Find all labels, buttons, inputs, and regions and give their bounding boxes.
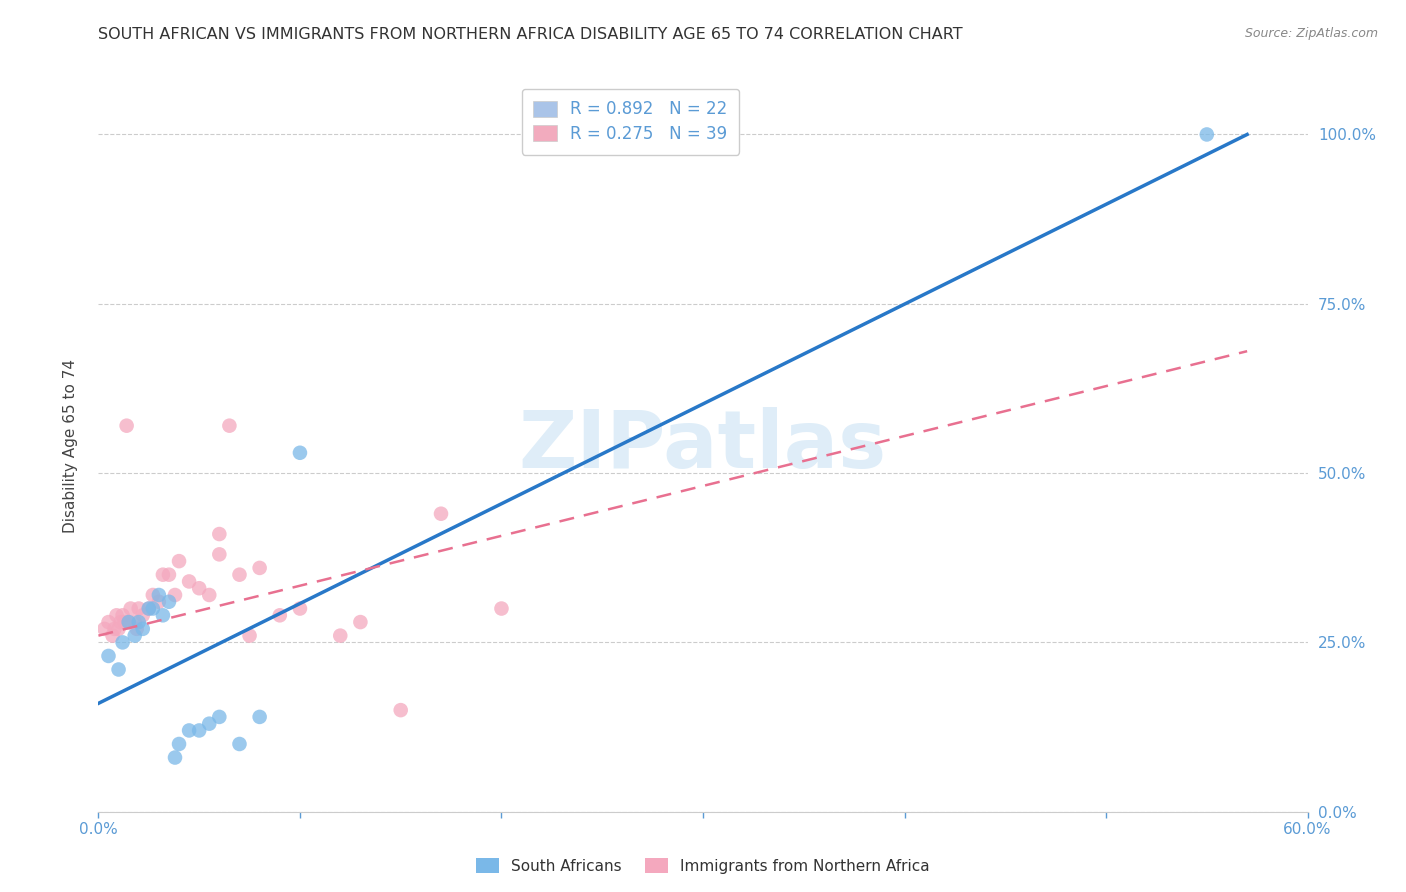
Point <box>218 418 240 433</box>
Point <box>148 588 170 602</box>
Point <box>138 601 160 615</box>
Point <box>1195 128 1218 142</box>
Legend: R = 0.892   N = 22, R = 0.275   N = 39: R = 0.892 N = 22, R = 0.275 N = 39 <box>522 88 740 154</box>
Point <box>142 588 165 602</box>
Point <box>198 716 221 731</box>
Text: ZIPatlas: ZIPatlas <box>519 407 887 485</box>
Point <box>430 507 453 521</box>
Point <box>125 622 148 636</box>
Point <box>288 601 311 615</box>
Point <box>115 418 138 433</box>
Legend: South Africans, Immigrants from Northern Africa: South Africans, Immigrants from Northern… <box>470 852 936 880</box>
Y-axis label: Disability Age 65 to 74: Disability Age 65 to 74 <box>63 359 77 533</box>
Point <box>389 703 412 717</box>
Point <box>138 601 160 615</box>
Point <box>157 595 180 609</box>
Point <box>249 710 271 724</box>
Point <box>329 629 352 643</box>
Point <box>349 615 371 629</box>
Point <box>93 622 115 636</box>
Point <box>152 608 174 623</box>
Point <box>105 608 128 623</box>
Point <box>208 710 231 724</box>
Point <box>208 547 231 561</box>
Point <box>208 527 231 541</box>
Point <box>163 588 186 602</box>
Point <box>249 561 271 575</box>
Point <box>111 608 134 623</box>
Point <box>157 567 180 582</box>
Point <box>132 622 155 636</box>
Point <box>107 622 129 636</box>
Point <box>103 622 125 636</box>
Text: SOUTH AFRICAN VS IMMIGRANTS FROM NORTHERN AFRICA DISABILITY AGE 65 TO 74 CORRELA: SOUTH AFRICAN VS IMMIGRANTS FROM NORTHER… <box>98 27 963 42</box>
Point <box>128 615 150 629</box>
Point <box>114 615 136 629</box>
Point <box>179 574 201 589</box>
Point <box>163 750 186 764</box>
Point <box>128 601 150 615</box>
Point <box>101 629 124 643</box>
Point <box>111 635 134 649</box>
Point <box>107 663 129 677</box>
Point <box>118 615 141 629</box>
Point <box>142 601 165 615</box>
Point <box>167 554 190 568</box>
Point <box>110 615 132 629</box>
Point <box>132 608 155 623</box>
Point <box>288 446 311 460</box>
Point <box>491 601 513 615</box>
Point <box>179 723 201 738</box>
Point <box>188 581 211 595</box>
Point <box>269 608 291 623</box>
Point <box>167 737 190 751</box>
Point <box>239 629 262 643</box>
Point <box>118 615 141 629</box>
Point <box>148 595 170 609</box>
Point <box>152 567 174 582</box>
Point <box>198 588 221 602</box>
Point <box>97 648 120 663</box>
Point <box>188 723 211 738</box>
Point <box>120 601 142 615</box>
Point <box>228 567 250 582</box>
Point <box>97 615 120 629</box>
Point <box>124 615 146 629</box>
Point <box>124 629 146 643</box>
Text: Source: ZipAtlas.com: Source: ZipAtlas.com <box>1244 27 1378 40</box>
Point <box>228 737 250 751</box>
